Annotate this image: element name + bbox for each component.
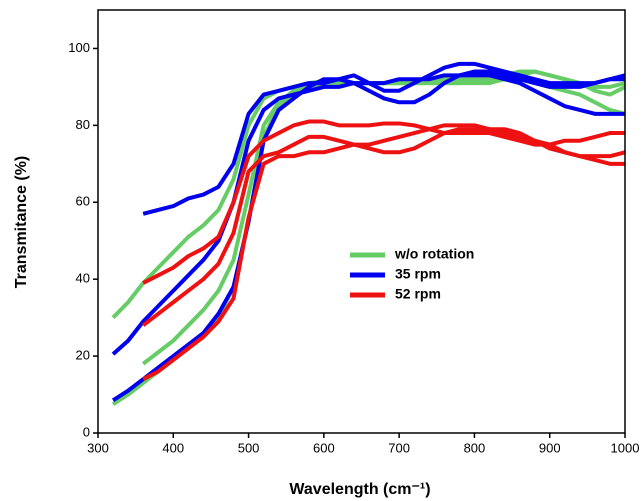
x-tick-label: 300: [87, 440, 109, 455]
y-tick-label: 60: [76, 194, 90, 209]
y-tick-label: 40: [76, 271, 90, 286]
plot-frame: [97, 9, 626, 434]
legend-label: w/o rotation: [394, 246, 474, 262]
y-tick-label: 20: [76, 348, 90, 363]
legend-label: 52 rpm: [395, 286, 441, 302]
legend-label: 35 rpm: [395, 266, 441, 282]
x-tick-label: 400: [162, 440, 184, 455]
x-axis-label: Wavelength (cm⁻¹): [289, 481, 430, 498]
x-tick-label: 500: [238, 440, 260, 455]
x-tick-label: 800: [464, 440, 486, 455]
y-tick-label: 100: [68, 40, 90, 55]
series-line: [142, 127, 625, 381]
x-tick-label: 700: [388, 440, 410, 455]
series-line: [111, 69, 625, 402]
y-tick-label: 80: [76, 117, 90, 132]
x-tick-label: 900: [539, 440, 561, 455]
series-line: [111, 69, 626, 320]
x-tick-label: 1000: [611, 440, 640, 455]
series-line: [142, 61, 626, 216]
series-line: [141, 123, 626, 327]
y-axis-label: Transmitance (%): [13, 156, 30, 288]
y-tick-label: 0: [83, 424, 90, 439]
x-tick-label: 600: [313, 440, 335, 455]
series-line: [111, 73, 625, 356]
